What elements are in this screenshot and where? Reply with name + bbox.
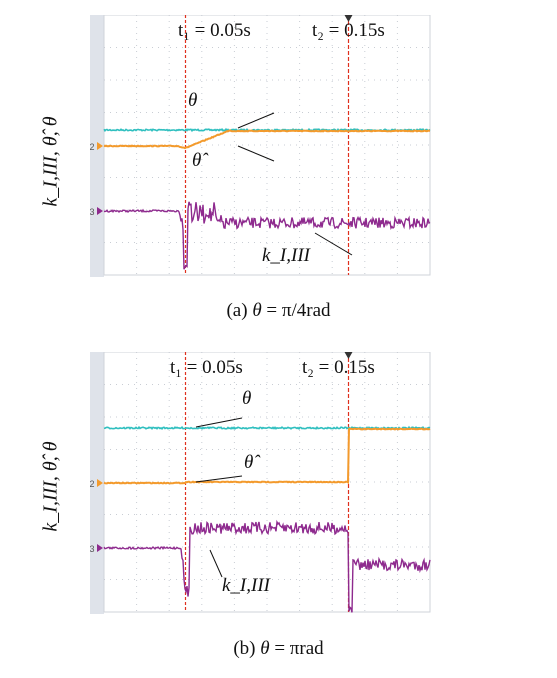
channel-marker-label: 3 <box>90 544 95 554</box>
channel-marker-icon <box>97 207 103 215</box>
scope-svg-b: 23 <box>90 352 431 614</box>
annotation-leader-line <box>195 417 243 428</box>
scope-svg-a: 23 <box>90 15 431 277</box>
channel-marker-label: 2 <box>90 479 95 489</box>
theta-annotation: θ <box>242 388 252 409</box>
trace-theta-hat <box>103 129 431 150</box>
trigger-arrow-icon <box>344 15 353 22</box>
channel-marker-icon <box>97 142 103 150</box>
k-annotation: k_I,III <box>222 575 270 596</box>
theta-hat-annotation: θ̂ <box>244 452 254 473</box>
trigger-arrow-icon <box>344 352 353 359</box>
annotation-leader-line <box>209 549 223 578</box>
t2-label: t₂ = 0.15s <box>302 357 375 378</box>
channel-marker-icon <box>97 479 103 487</box>
k-annotation: k_I,III <box>262 245 310 266</box>
caption-a: (a) θ = π/4rad <box>226 300 331 321</box>
t2-label: t₂ = 0.15s <box>312 20 385 41</box>
trace-k <box>103 201 431 270</box>
trace-theta-hat <box>103 427 431 485</box>
channel-marker-icon <box>97 544 103 552</box>
trace-theta <box>103 425 431 431</box>
annotation-leader-line <box>195 475 243 483</box>
theta-hat-annotation: θ̂ <box>192 150 202 171</box>
channel-marker-label: 3 <box>90 207 95 217</box>
y-axis-label: k_I,III, θ̂, θ <box>40 422 63 552</box>
y-axis-label: k_I,III, θ̂, θ <box>40 97 63 227</box>
channel-marker-label: 2 <box>90 142 95 152</box>
annotation-leader-line <box>314 232 353 256</box>
t1-label: t₁ = 0.05s <box>170 357 243 378</box>
y-axis-label-text: k_I,III, θ̂, θ <box>39 441 62 532</box>
theta-annotation: θ <box>188 90 198 111</box>
t1-label: t₁ = 0.05s <box>178 20 251 41</box>
y-axis-label-text: k_I,III, θ̂, θ <box>39 116 62 207</box>
annotation-leader-line <box>237 112 275 129</box>
caption-b: (b) θ = πrad <box>233 638 324 659</box>
annotation-leader-line <box>237 145 275 162</box>
trace-k <box>103 519 431 613</box>
